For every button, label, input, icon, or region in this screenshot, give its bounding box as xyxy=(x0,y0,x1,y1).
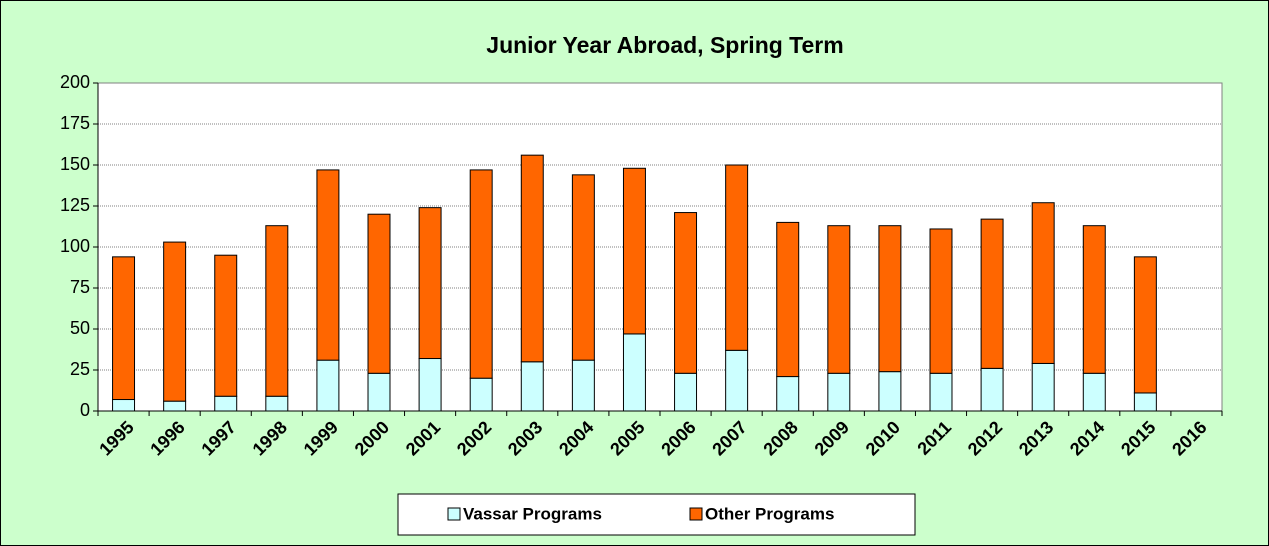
bar-segment xyxy=(520,154,544,363)
bar-segment xyxy=(112,399,136,412)
bar-segment xyxy=(265,225,289,397)
legend-label: Vassar Programs xyxy=(463,504,602,523)
bar-segment xyxy=(1031,362,1055,412)
bar-segment xyxy=(674,372,698,412)
bar-segment xyxy=(316,169,340,361)
bar-segment xyxy=(214,395,238,412)
bar-segment xyxy=(725,164,749,351)
bar-segment xyxy=(929,372,953,412)
bar-segment xyxy=(776,221,800,378)
bar-segment xyxy=(1133,392,1157,412)
y-tick-label: 125 xyxy=(60,195,90,215)
legend-swatch xyxy=(447,507,461,521)
bar-segment xyxy=(571,174,595,361)
legend xyxy=(397,493,916,536)
bar-segment xyxy=(163,400,187,412)
bar-segment xyxy=(316,359,340,412)
y-tick-label: 50 xyxy=(70,318,90,338)
bar-segment xyxy=(214,254,238,397)
bar-segment xyxy=(367,213,391,374)
bar-segment xyxy=(980,367,1004,412)
bar-segment xyxy=(1082,372,1106,412)
bar-segment xyxy=(1031,202,1055,364)
bar-segment xyxy=(878,225,902,373)
bar-segment xyxy=(367,372,391,412)
legend-swatch xyxy=(689,507,703,521)
y-tick-label: 75 xyxy=(70,277,90,297)
bar-segment xyxy=(265,395,289,412)
y-tick-label: 25 xyxy=(70,359,90,379)
bar-segment xyxy=(776,376,800,412)
y-tick-label: 100 xyxy=(60,236,90,256)
bar-segment xyxy=(469,377,493,412)
bar-segment xyxy=(827,372,851,412)
bar-segment xyxy=(418,358,442,412)
y-tick-label: 200 xyxy=(60,72,90,92)
bar-segment xyxy=(571,359,595,412)
bar-segment xyxy=(163,241,187,402)
bar-segment xyxy=(929,228,953,374)
chart-title: Junior Year Abroad, Spring Term xyxy=(486,32,843,58)
bar-segment xyxy=(725,349,749,412)
y-tick-label: 150 xyxy=(60,154,90,174)
bar-segment xyxy=(520,361,544,412)
bar-segment xyxy=(622,167,646,335)
bar-segment xyxy=(980,218,1004,369)
bar-segment xyxy=(674,212,698,374)
bar-segment xyxy=(1082,225,1106,374)
bar-segment xyxy=(469,169,493,379)
bar-segment xyxy=(878,371,902,412)
y-tick-label: 175 xyxy=(60,113,90,133)
y-tick-label: 0 xyxy=(80,400,90,420)
legend-label: Other Programs xyxy=(705,504,834,523)
bar-segment xyxy=(827,225,851,374)
bar-segment xyxy=(418,207,442,360)
bar-segment xyxy=(1133,256,1157,394)
bar-segment xyxy=(112,256,136,401)
bar-segment xyxy=(622,333,646,412)
